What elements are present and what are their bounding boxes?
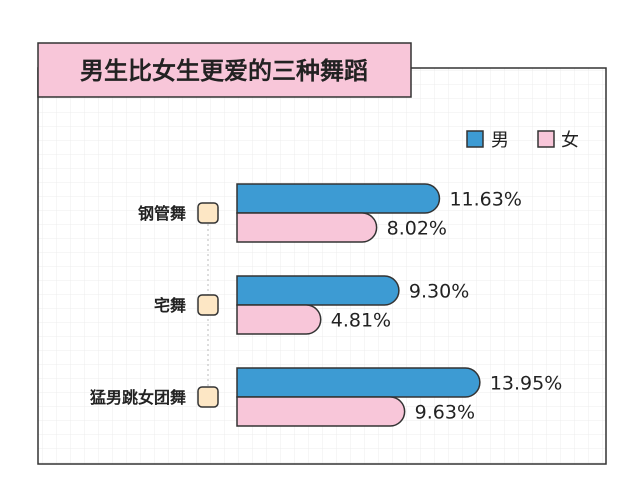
bars xyxy=(236,183,481,427)
category-marker xyxy=(197,294,219,316)
title-background xyxy=(37,42,412,98)
legend-swatch-1 xyxy=(466,130,484,148)
data-label: 13.95% xyxy=(490,373,562,395)
category-label: 宅舞 xyxy=(154,296,186,315)
data-label: 11.63% xyxy=(449,189,521,211)
category-marker xyxy=(197,202,219,224)
category-label: 钢管舞 xyxy=(138,204,186,223)
legend: 男女 xyxy=(466,130,579,151)
data-label: 9.63% xyxy=(415,402,475,424)
data-labels: 11.63% 9.30% 13.95% 8.02% 4.81% 9.63% xyxy=(331,189,563,424)
legend-label-2: 女 xyxy=(561,130,579,151)
data-label: 4.81% xyxy=(331,310,391,332)
legend-swatch-2 xyxy=(537,130,555,148)
bar-male xyxy=(236,275,400,306)
bar-male xyxy=(236,183,441,214)
bar-male xyxy=(236,367,481,398)
data-label: 9.30% xyxy=(409,281,469,303)
bar-female xyxy=(236,396,406,427)
category-label: 猛男跳女团舞 xyxy=(89,388,186,407)
chart-title: 男生比女生更爱的三种舞蹈 xyxy=(80,57,368,85)
data-label: 8.02% xyxy=(387,218,447,240)
chart-title-box: 男生比女生更爱的三种舞蹈 xyxy=(37,42,412,98)
bar-female xyxy=(236,212,378,243)
bar-female xyxy=(236,304,322,335)
category-marker xyxy=(197,386,219,408)
legend-label-1: 男 xyxy=(491,130,509,151)
